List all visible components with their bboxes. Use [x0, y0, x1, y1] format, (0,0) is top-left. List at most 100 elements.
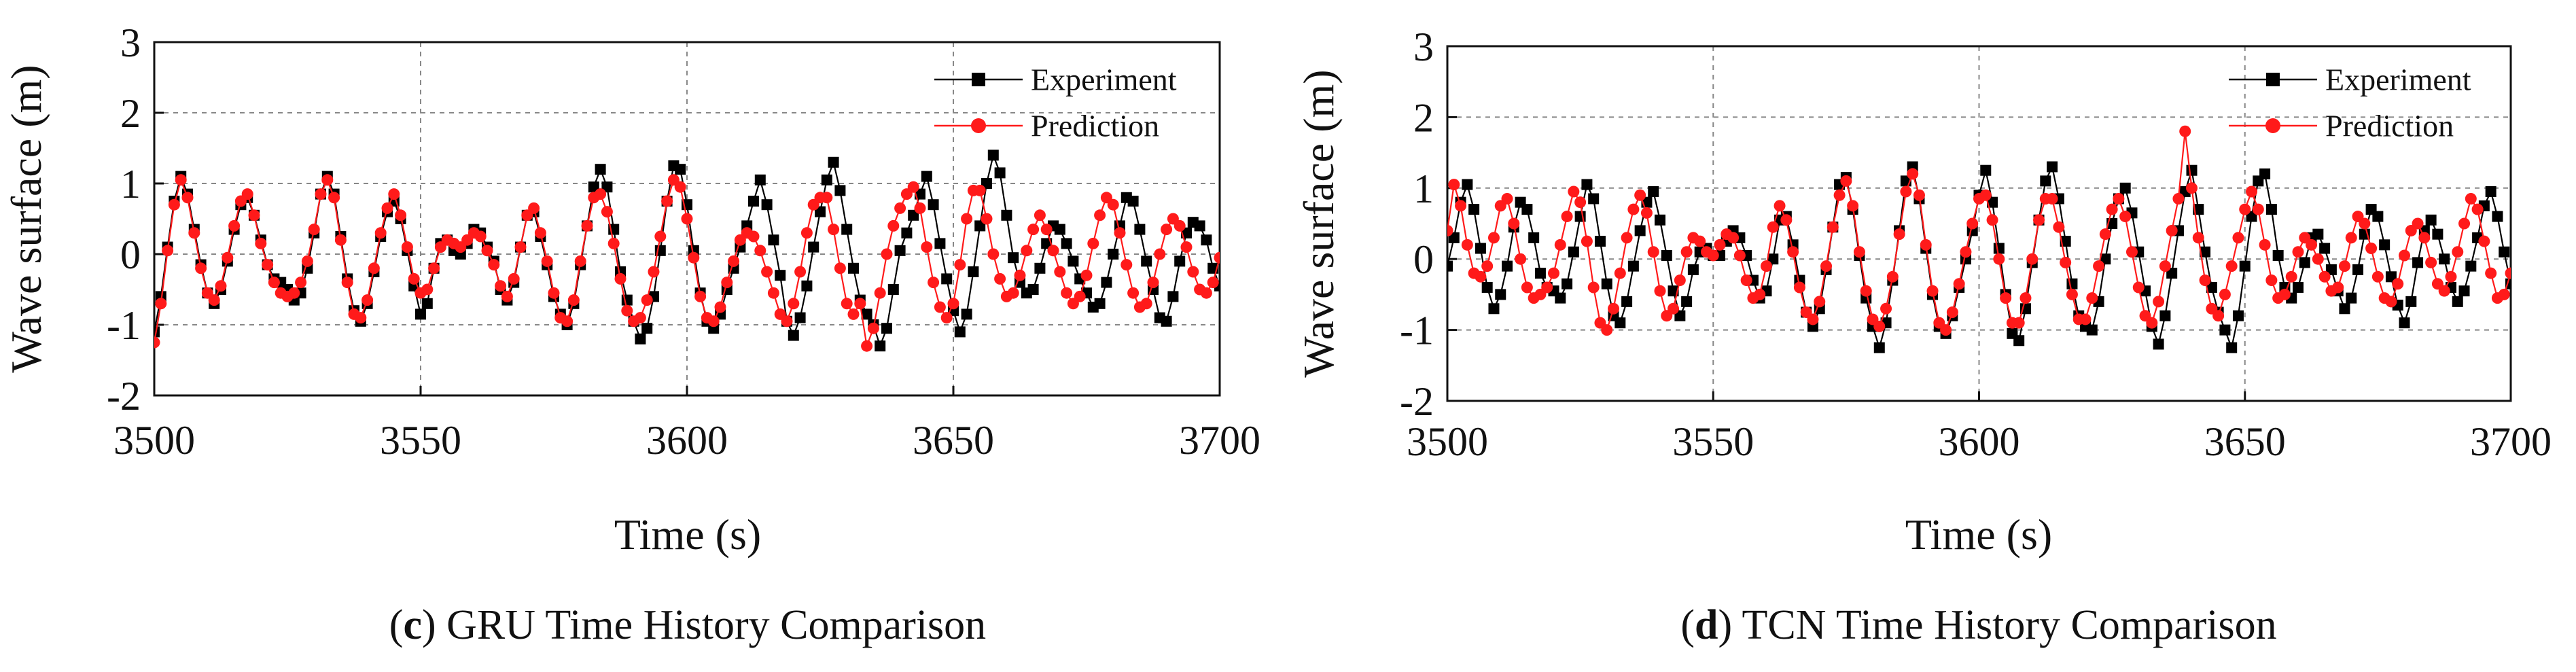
prediction-point [1034, 209, 1046, 222]
prediction-point [887, 219, 900, 232]
prediction-point [2166, 224, 2178, 236]
experiment-point [875, 340, 886, 352]
prediction-point [2485, 267, 2497, 279]
prediction-point [1047, 245, 1059, 257]
prediction-point [714, 301, 726, 313]
prediction-point [154, 336, 160, 349]
caption-paren-close: ) [1718, 602, 1732, 648]
y-tick-label: 0 [1413, 237, 1434, 282]
prediction-point [1614, 267, 1626, 279]
caption-letter: c [403, 602, 422, 648]
prediction-point [661, 195, 673, 207]
prediction-point [861, 340, 873, 352]
prediction-point [1154, 248, 1166, 260]
x-tick-label: 3700 [2470, 419, 2552, 464]
experiment-point [2405, 296, 2417, 307]
prediction-point [607, 237, 620, 249]
prediction-point [2199, 275, 2211, 287]
experiment-point [1588, 193, 1600, 205]
experiment-point [848, 262, 859, 274]
prediction-point [374, 227, 387, 239]
experiment-point [1221, 295, 1232, 306]
y-tick-label: 2 [1413, 95, 1434, 140]
prediction-point [1979, 189, 1992, 201]
prediction-point [341, 277, 353, 289]
prediction-point [2000, 292, 2012, 304]
experiment-point [1027, 284, 1039, 295]
experiment-point [1448, 232, 1460, 243]
prediction-point [2392, 278, 2404, 290]
panel-caption: (c) GRU Time History Comparison [389, 602, 986, 648]
prediction-point [2019, 292, 2032, 304]
tcn-chart-panel: 3500 3550 3600 3650 3700 -2 -1 0 1 2 3 Time (s) Wave… [1294, 24, 2576, 648]
experiment-point [1234, 266, 1245, 277]
plot-frame [1446, 45, 2512, 402]
prediction-point [1621, 232, 1633, 244]
experiment-point [1980, 164, 1992, 176]
experiment-point [2312, 228, 2324, 240]
prediction-point [2285, 270, 2297, 283]
prediction-point [928, 277, 940, 289]
experiment-point [1068, 255, 1079, 267]
prediction-point [2033, 214, 2045, 226]
prediction-point [2225, 260, 2238, 272]
prediction-point [754, 245, 766, 257]
experiment-point [894, 245, 906, 256]
y-tick-label: 1 [1413, 166, 1434, 211]
prediction-point [2371, 270, 2384, 283]
x-tick-label: 3600 [1939, 419, 2020, 464]
experiment-point [887, 284, 899, 295]
experiment-point [2119, 182, 2131, 194]
prediction-point [1394, 266, 1405, 278]
experiment-point [2325, 264, 2337, 275]
prediction-point [641, 294, 653, 306]
experiment-point [1388, 213, 1398, 224]
prediction-point [1080, 269, 1093, 281]
prediction-point [2246, 185, 2258, 198]
experiment-point [808, 241, 819, 253]
x-tick-label: 3500 [113, 418, 195, 463]
prediction-point [355, 312, 367, 324]
y-tick-label: -1 [1400, 308, 1434, 353]
prediction-point [2338, 260, 2350, 272]
experiment-point [901, 227, 913, 238]
experiment-point [2299, 257, 2310, 268]
prediction-point [1561, 211, 1573, 223]
experiment-point [1174, 255, 1186, 267]
prediction-point [368, 262, 380, 275]
prediction-point [2511, 243, 2523, 254]
prediction-point [2086, 292, 2098, 304]
prediction-point [295, 277, 307, 289]
prediction-point [1674, 275, 1686, 287]
prediction-point [2153, 296, 2165, 308]
prediction-point [1214, 251, 1220, 264]
prediction-point [2252, 203, 2264, 215]
prediction-point [215, 280, 227, 292]
experiment-point [941, 273, 953, 285]
prediction-point [788, 298, 800, 310]
experiment-point [1568, 246, 1579, 258]
prediction-point [2571, 268, 2576, 279]
prediction-point [1360, 234, 1372, 246]
experiment-point [1621, 296, 1633, 307]
experiment-point [1034, 262, 1046, 274]
experiment-point [1594, 236, 1606, 247]
prediction-point [2172, 192, 2185, 205]
experiment-point [1528, 232, 1540, 243]
experiment-point [1167, 291, 1179, 302]
caption-paren-close: ) [422, 602, 436, 648]
prediction-point [1040, 224, 1053, 236]
experiment-point [1367, 298, 1378, 309]
experiment-point [2425, 214, 2437, 226]
experiment-point [2047, 161, 2058, 173]
y-tick-label: 0 [120, 232, 141, 277]
experiment-point [1281, 277, 1292, 288]
prediction-point [162, 245, 174, 257]
prediction-point [2452, 246, 2464, 258]
prediction-point [834, 262, 846, 275]
experiment-point [1041, 238, 1053, 249]
prediction-point [2438, 285, 2450, 297]
experiment-point [1668, 285, 1679, 297]
experiment-point [968, 266, 979, 277]
prediction-point [961, 213, 973, 225]
